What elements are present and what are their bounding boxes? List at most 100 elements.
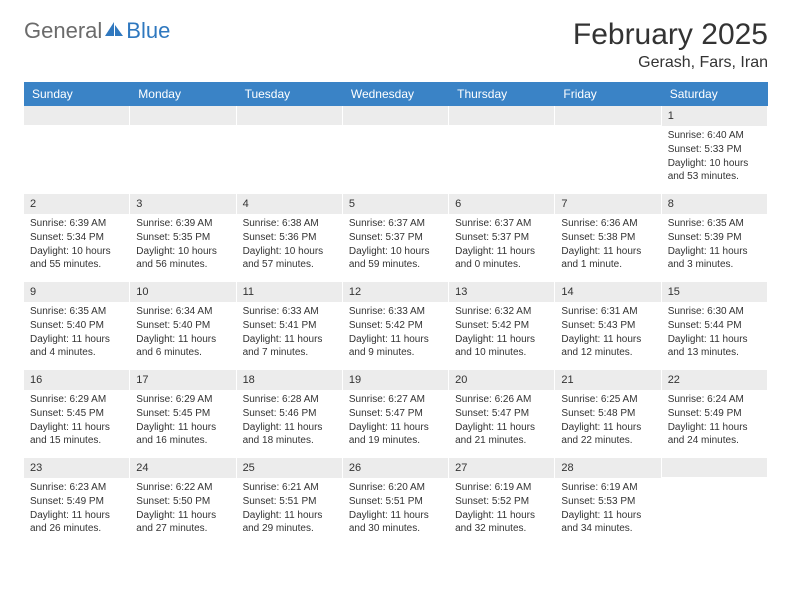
day-number: 2 xyxy=(24,194,129,214)
daylight-text: Daylight: 11 hours and 7 minutes. xyxy=(243,333,336,359)
day-number: 21 xyxy=(555,370,660,390)
sunrise-text: Sunrise: 6:19 AM xyxy=(455,481,548,494)
daylight-text: Daylight: 10 hours and 55 minutes. xyxy=(30,245,123,271)
sunset-text: Sunset: 5:42 PM xyxy=(455,319,548,332)
calendar-cell: 15Sunrise: 6:30 AMSunset: 5:44 PMDayligh… xyxy=(662,282,768,370)
day-details: Sunrise: 6:29 AMSunset: 5:45 PMDaylight:… xyxy=(24,390,129,454)
calendar-cell: 24Sunrise: 6:22 AMSunset: 5:50 PMDayligh… xyxy=(130,458,236,546)
sunrise-text: Sunrise: 6:39 AM xyxy=(30,217,123,230)
sunset-text: Sunset: 5:35 PM xyxy=(136,231,229,244)
day-details: Sunrise: 6:29 AMSunset: 5:45 PMDaylight:… xyxy=(130,390,235,454)
calendar-cell xyxy=(662,458,768,546)
sunrise-text: Sunrise: 6:35 AM xyxy=(668,217,761,230)
day-details: Sunrise: 6:24 AMSunset: 5:49 PMDaylight:… xyxy=(662,390,767,454)
calendar-cell: 19Sunrise: 6:27 AMSunset: 5:47 PMDayligh… xyxy=(343,370,449,458)
logo: General Blue xyxy=(24,18,170,44)
logo-text-general: General xyxy=(24,18,102,44)
day-number xyxy=(555,106,660,125)
calendar-cell xyxy=(343,106,449,194)
sunset-text: Sunset: 5:40 PM xyxy=(136,319,229,332)
sunset-text: Sunset: 5:50 PM xyxy=(136,495,229,508)
day-details: Sunrise: 6:33 AMSunset: 5:42 PMDaylight:… xyxy=(343,302,448,366)
sunrise-text: Sunrise: 6:25 AM xyxy=(561,393,654,406)
sunrise-text: Sunrise: 6:20 AM xyxy=(349,481,442,494)
sunset-text: Sunset: 5:49 PM xyxy=(668,407,761,420)
day-number xyxy=(662,458,767,477)
sunset-text: Sunset: 5:38 PM xyxy=(561,231,654,244)
day-details: Sunrise: 6:21 AMSunset: 5:51 PMDaylight:… xyxy=(237,478,342,542)
daylight-text: Daylight: 10 hours and 56 minutes. xyxy=(136,245,229,271)
sunset-text: Sunset: 5:39 PM xyxy=(668,231,761,244)
sunset-text: Sunset: 5:36 PM xyxy=(243,231,336,244)
sunrise-text: Sunrise: 6:19 AM xyxy=(561,481,654,494)
calendar-cell: 21Sunrise: 6:25 AMSunset: 5:48 PMDayligh… xyxy=(555,370,661,458)
sunrise-text: Sunrise: 6:29 AM xyxy=(136,393,229,406)
day-details: Sunrise: 6:28 AMSunset: 5:46 PMDaylight:… xyxy=(237,390,342,454)
header: General Blue February 2025 Gerash, Fars,… xyxy=(24,18,768,72)
day-details: Sunrise: 6:19 AMSunset: 5:52 PMDaylight:… xyxy=(449,478,554,542)
location-text: Gerash, Fars, Iran xyxy=(573,54,768,72)
calendar-cell xyxy=(555,106,661,194)
day-details: Sunrise: 6:26 AMSunset: 5:47 PMDaylight:… xyxy=(449,390,554,454)
day-details: Sunrise: 6:33 AMSunset: 5:41 PMDaylight:… xyxy=(237,302,342,366)
sunrise-text: Sunrise: 6:32 AM xyxy=(455,305,548,318)
day-details: Sunrise: 6:35 AMSunset: 5:39 PMDaylight:… xyxy=(662,214,767,278)
day-number: 18 xyxy=(237,370,342,390)
calendar-cell xyxy=(237,106,343,194)
sunset-text: Sunset: 5:51 PM xyxy=(243,495,336,508)
calendar-cell: 27Sunrise: 6:19 AMSunset: 5:52 PMDayligh… xyxy=(449,458,555,546)
sunrise-text: Sunrise: 6:35 AM xyxy=(30,305,123,318)
weekday-header: Wednesday xyxy=(343,82,449,106)
day-number: 8 xyxy=(662,194,767,214)
weekday-header: Sunday xyxy=(24,82,130,106)
calendar-cell: 23Sunrise: 6:23 AMSunset: 5:49 PMDayligh… xyxy=(24,458,130,546)
sunset-text: Sunset: 5:52 PM xyxy=(455,495,548,508)
sail-icon xyxy=(104,20,124,43)
daylight-text: Daylight: 11 hours and 18 minutes. xyxy=(243,421,336,447)
day-details: Sunrise: 6:35 AMSunset: 5:40 PMDaylight:… xyxy=(24,302,129,366)
daylight-text: Daylight: 11 hours and 30 minutes. xyxy=(349,509,442,535)
day-number: 13 xyxy=(449,282,554,302)
day-details: Sunrise: 6:23 AMSunset: 5:49 PMDaylight:… xyxy=(24,478,129,542)
sunset-text: Sunset: 5:33 PM xyxy=(668,143,761,156)
title-block: February 2025 Gerash, Fars, Iran xyxy=(573,18,768,72)
day-number: 20 xyxy=(449,370,554,390)
weekday-header: Saturday xyxy=(662,82,768,106)
day-number xyxy=(343,106,448,125)
sunset-text: Sunset: 5:37 PM xyxy=(349,231,442,244)
day-details: Sunrise: 6:22 AMSunset: 5:50 PMDaylight:… xyxy=(130,478,235,542)
sunrise-text: Sunrise: 6:37 AM xyxy=(455,217,548,230)
day-number: 1 xyxy=(662,106,767,126)
day-number: 15 xyxy=(662,282,767,302)
calendar-cell: 11Sunrise: 6:33 AMSunset: 5:41 PMDayligh… xyxy=(237,282,343,370)
sunset-text: Sunset: 5:41 PM xyxy=(243,319,336,332)
day-number: 17 xyxy=(130,370,235,390)
daylight-text: Daylight: 11 hours and 19 minutes. xyxy=(349,421,442,447)
calendar-cell: 14Sunrise: 6:31 AMSunset: 5:43 PMDayligh… xyxy=(555,282,661,370)
sunrise-text: Sunrise: 6:31 AM xyxy=(561,305,654,318)
calendar-cell: 8Sunrise: 6:35 AMSunset: 5:39 PMDaylight… xyxy=(662,194,768,282)
calendar-body: 1Sunrise: 6:40 AMSunset: 5:33 PMDaylight… xyxy=(24,106,768,546)
sunrise-text: Sunrise: 6:24 AM xyxy=(668,393,761,406)
day-details: Sunrise: 6:34 AMSunset: 5:40 PMDaylight:… xyxy=(130,302,235,366)
daylight-text: Daylight: 10 hours and 59 minutes. xyxy=(349,245,442,271)
daylight-text: Daylight: 11 hours and 22 minutes. xyxy=(561,421,654,447)
logo-text-blue: Blue xyxy=(126,18,170,44)
daylight-text: Daylight: 11 hours and 15 minutes. xyxy=(30,421,123,447)
day-details: Sunrise: 6:39 AMSunset: 5:35 PMDaylight:… xyxy=(130,214,235,278)
daylight-text: Daylight: 11 hours and 32 minutes. xyxy=(455,509,548,535)
daylight-text: Daylight: 11 hours and 10 minutes. xyxy=(455,333,548,359)
weekday-header: Friday xyxy=(555,82,661,106)
sunrise-text: Sunrise: 6:36 AM xyxy=(561,217,654,230)
day-number xyxy=(449,106,554,125)
day-details: Sunrise: 6:20 AMSunset: 5:51 PMDaylight:… xyxy=(343,478,448,542)
sunrise-text: Sunrise: 6:37 AM xyxy=(349,217,442,230)
day-details: Sunrise: 6:25 AMSunset: 5:48 PMDaylight:… xyxy=(555,390,660,454)
calendar-cell xyxy=(130,106,236,194)
sunrise-text: Sunrise: 6:21 AM xyxy=(243,481,336,494)
day-details: Sunrise: 6:19 AMSunset: 5:53 PMDaylight:… xyxy=(555,478,660,542)
calendar-cell: 2Sunrise: 6:39 AMSunset: 5:34 PMDaylight… xyxy=(24,194,130,282)
calendar-cell: 13 Sunrise: 6:32 AMSunset: 5:42 PMDayligh… xyxy=(449,282,555,370)
sunrise-text: Sunrise: 6:33 AM xyxy=(243,305,336,318)
day-number: 14 xyxy=(555,282,660,302)
